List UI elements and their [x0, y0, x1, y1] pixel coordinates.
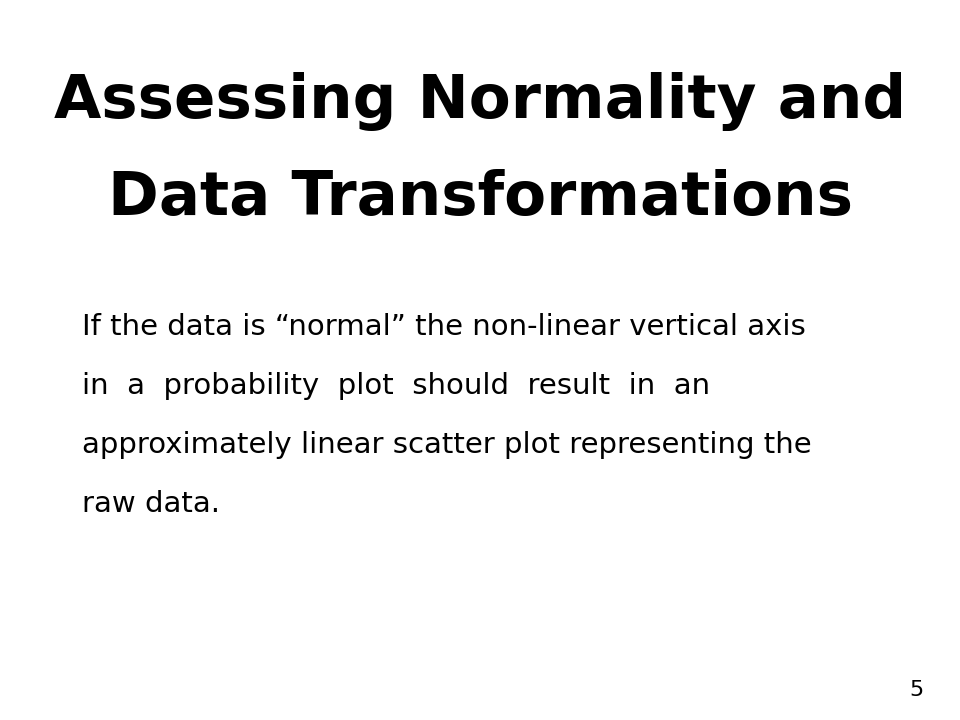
Text: raw data.: raw data. [82, 490, 220, 518]
Text: approximately linear scatter plot representing the: approximately linear scatter plot repres… [82, 431, 811, 459]
Text: in  a  probability  plot  should  result  in  an: in a probability plot should result in a… [82, 372, 709, 400]
Text: Assessing Normality and: Assessing Normality and [54, 72, 906, 131]
Text: 5: 5 [910, 680, 924, 700]
Text: If the data is “normal” the non-linear vertical axis: If the data is “normal” the non-linear v… [82, 313, 805, 341]
Text: Data Transformations: Data Transformations [108, 169, 852, 228]
